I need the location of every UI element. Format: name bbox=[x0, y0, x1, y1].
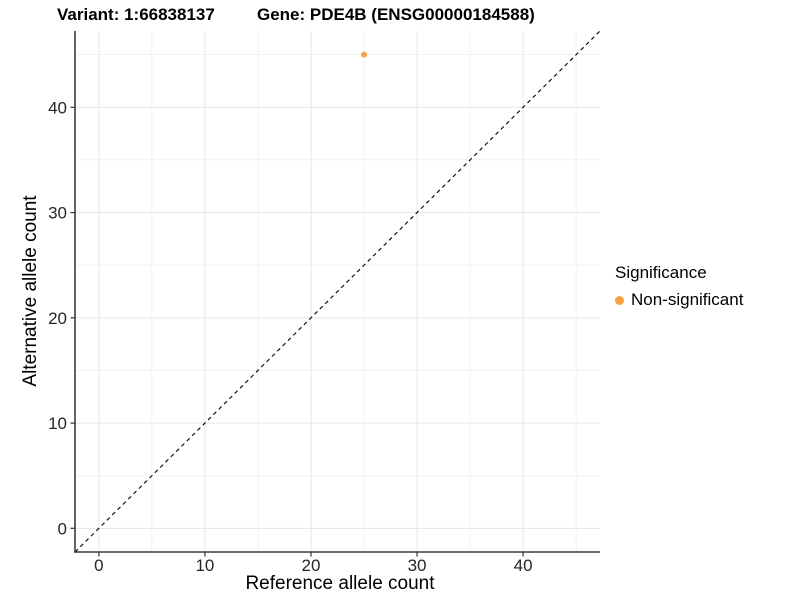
legend-point-icon bbox=[615, 295, 624, 305]
x-tick-label: 0 bbox=[94, 556, 103, 575]
y-tick-label: 20 bbox=[48, 309, 67, 328]
data-point bbox=[361, 51, 368, 58]
y-tick-label: 40 bbox=[48, 98, 67, 117]
x-tick-label: 40 bbox=[514, 556, 533, 575]
data-points bbox=[361, 51, 368, 58]
variant-title: Variant: 1:66838137 bbox=[57, 5, 215, 24]
y-tick-label: 0 bbox=[58, 519, 67, 538]
y-tick-label: 10 bbox=[48, 414, 67, 433]
gene-title: Gene: PDE4B (ENSG00000184588) bbox=[257, 5, 535, 24]
x-tick-label: 20 bbox=[302, 556, 321, 575]
x-tick-label: 10 bbox=[195, 556, 214, 575]
axis-ticks: 0 10 20 30 40 0 10 20 30 40 bbox=[48, 98, 532, 575]
x-axis-title: Reference allele count bbox=[245, 573, 435, 594]
identity-reference-line bbox=[74, 30, 601, 553]
legend-title: Significance bbox=[615, 263, 707, 282]
legend-item: Non-significant bbox=[615, 290, 743, 310]
grid-minor bbox=[75, 31, 600, 552]
grid-major bbox=[75, 31, 600, 552]
legend: Significance Non-significant bbox=[615, 263, 743, 310]
y-axis-title: Alternative allele count bbox=[20, 195, 41, 387]
x-tick-label: 30 bbox=[408, 556, 427, 575]
legend-item-label: Non-significant bbox=[631, 290, 744, 309]
y-tick-label: 30 bbox=[48, 204, 67, 223]
